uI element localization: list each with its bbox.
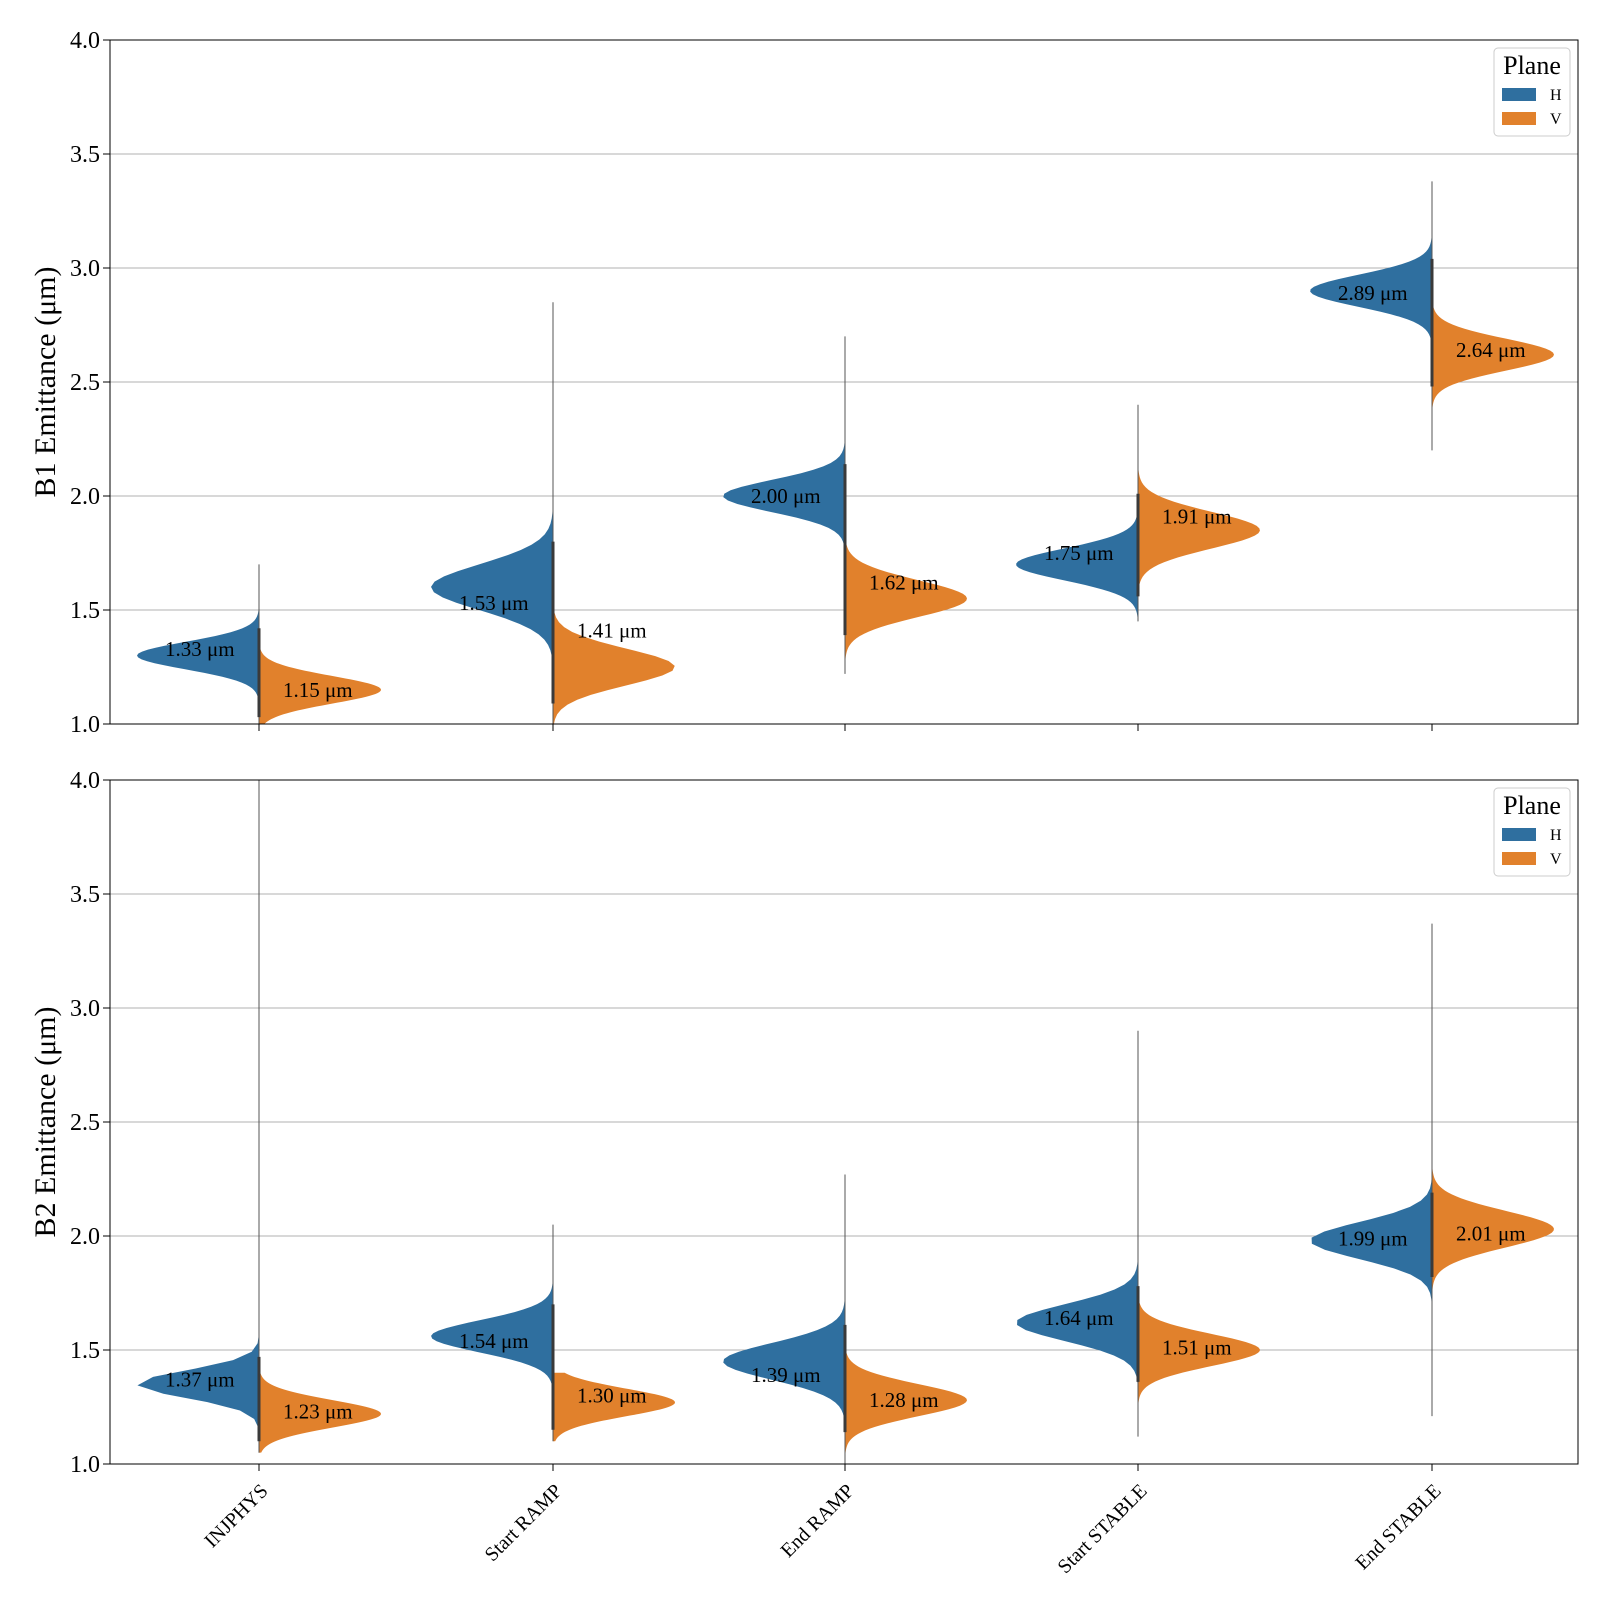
violin-v-3	[845, 1322, 967, 1464]
y-tick-label: 1.5	[70, 598, 100, 624]
legend-entry-v: V	[1550, 111, 1562, 128]
median-label: 1.15 μm	[283, 678, 353, 702]
chart-panel-2: 1.0 1.5 2.0 2.5 3.0 3.5 4.0 B2 Emittance (μm) 1.…	[29, 768, 1579, 1578]
y-tick-label: 3.5	[70, 142, 100, 168]
y-tick-label: 3.0	[70, 256, 100, 282]
legend: Plane HV	[1493, 47, 1571, 137]
y-tick-label: 1.5	[70, 1338, 100, 1364]
violin-h-1	[137, 780, 259, 1453]
legend-entry-h: H	[1550, 87, 1562, 104]
x-tick-label: INJPHYS	[200, 1480, 272, 1552]
x-tick-label: Start RAMP	[481, 1480, 567, 1566]
x-tick-label: Start STABLE	[1053, 1480, 1151, 1578]
median-label: 1.28 μm	[869, 1388, 939, 1412]
median-label: 1.64 μm	[1044, 1306, 1114, 1330]
violin-v-1	[259, 1372, 381, 1453]
violin-h-3	[723, 1174, 845, 1464]
legend-swatch-v	[1502, 852, 1536, 865]
legend-title: Plane	[1503, 51, 1561, 80]
y-tick-label: 2.0	[70, 484, 100, 510]
violin-v-5	[1432, 290, 1554, 451]
median-label: 1.54 μm	[459, 1329, 529, 1353]
violin-h-2	[431, 302, 553, 724]
legend-swatch-h	[1502, 828, 1536, 841]
median-label: 2.01 μm	[1456, 1222, 1526, 1246]
y-tick-label: 1.0	[70, 1452, 100, 1478]
violin-h-5	[1311, 923, 1432, 1417]
violin-h-1	[137, 564, 259, 720]
median-label: 1.23 μm	[283, 1400, 353, 1424]
y-tick-label: 3.5	[70, 882, 100, 908]
median-label: 1.62 μm	[869, 571, 939, 595]
median-label: 1.75 μm	[1044, 541, 1114, 565]
median-label: 2.64 μm	[1456, 338, 1526, 362]
y-tick-label: 4.0	[70, 28, 100, 54]
y-tick-label: 4.0	[70, 768, 100, 794]
violin-v-2	[553, 336, 675, 724]
violin-v-5	[1432, 1156, 1554, 1309]
median-label: 1.53 μm	[459, 591, 529, 615]
median-label: 1.37 μm	[165, 1368, 235, 1392]
violin-h-3	[723, 336, 845, 610]
median-label: 1.41 μm	[577, 619, 647, 643]
violin-v-3	[845, 496, 967, 674]
legend: Plane HV	[1493, 787, 1571, 877]
y-tick-label: 2.5	[70, 370, 100, 396]
plot-frame	[109, 779, 1579, 1465]
median-label: 2.89 μm	[1338, 281, 1408, 305]
violin-h-4	[1017, 1030, 1138, 1437]
y-tick-label: 2.0	[70, 1224, 100, 1250]
median-label: 1.30 μm	[577, 1384, 647, 1408]
y-tick-label: 3.0	[70, 996, 100, 1022]
violin-h-5	[1310, 181, 1432, 382]
y-tick-label: 1.0	[70, 712, 100, 738]
median-label: 2.00 μm	[751, 484, 821, 508]
median-label: 1.39 μm	[751, 1363, 821, 1387]
legend-swatch-v	[1502, 112, 1536, 125]
median-label: 1.51 μm	[1162, 1336, 1232, 1360]
legend-entry-h: H	[1550, 827, 1562, 844]
legend-title: Plane	[1503, 791, 1561, 820]
violin-v-2	[553, 1372, 675, 1442]
violin-v-1	[259, 646, 381, 724]
median-label: 1.91 μm	[1162, 505, 1232, 529]
legend-entry-v: V	[1550, 851, 1562, 868]
y-axis-label: B1 Emittance (μm)	[29, 266, 62, 497]
violin-h-2	[431, 1224, 553, 1437]
y-axis-label: B2 Emittance (μm)	[29, 1006, 62, 1237]
violin-h-4	[1016, 450, 1138, 622]
legend-swatch-h	[1502, 88, 1536, 101]
y-tick-label: 2.5	[70, 1110, 100, 1136]
x-tick-label: End STABLE	[1351, 1480, 1445, 1574]
chart-panel-1: 1.0 1.5 2.0 2.5 3.0 3.5 4.0 B1 Emittance (μm) 1.…	[29, 28, 1579, 738]
violin-v-4	[1138, 1270, 1260, 1414]
median-label: 1.99 μm	[1338, 1226, 1408, 1250]
x-tick-label: End RAMP	[777, 1480, 859, 1562]
plot-frame	[109, 39, 1579, 725]
median-label: 1.33 μm	[165, 637, 235, 661]
violin-v-4	[1138, 404, 1260, 599]
